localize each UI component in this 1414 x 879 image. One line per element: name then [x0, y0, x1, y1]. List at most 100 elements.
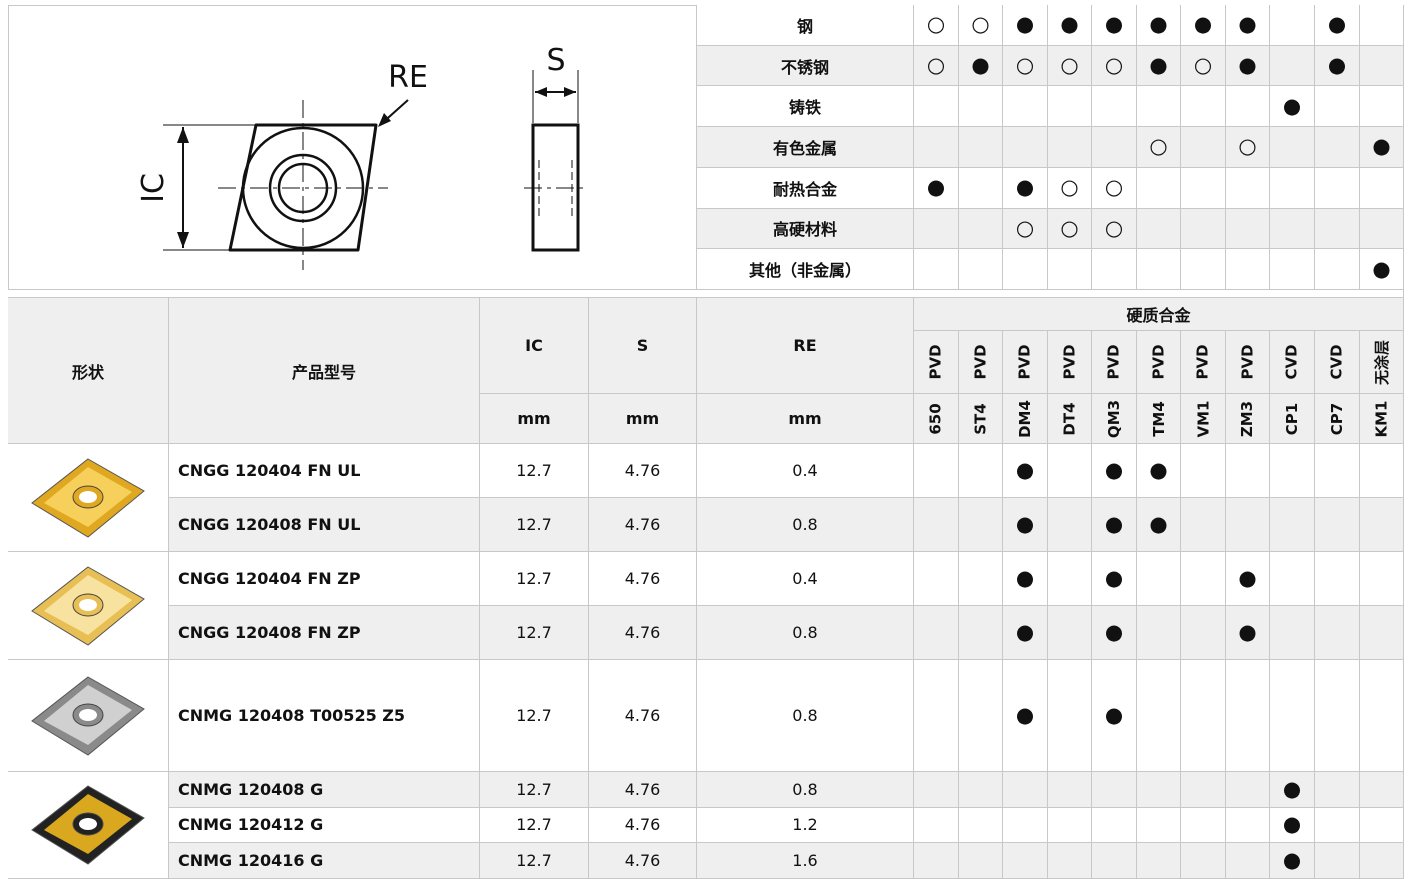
grade-mark: [1092, 843, 1137, 879]
product-re: 0.8: [697, 660, 914, 772]
product-ic-text: 12.7: [516, 779, 552, 799]
grade-mark-text: ●: [1015, 458, 1035, 482]
grade-mark: [1315, 498, 1360, 552]
header-coating: PVD: [959, 331, 1003, 394]
material-mark-text: ○: [1104, 215, 1124, 240]
product-model-text: CNMG 120416 G: [178, 851, 324, 871]
material-mark: [1270, 167, 1315, 209]
header-grade: QM3: [1092, 394, 1137, 444]
header-ic: IC: [480, 298, 589, 394]
material-mark: [1003, 86, 1048, 128]
grade-mark: ●: [1003, 606, 1048, 660]
grade-mark: [1270, 606, 1315, 660]
material-mark: [959, 127, 1003, 168]
product-ic: 12.7: [480, 772, 589, 808]
material-name-text: 其他（非金属）: [748, 261, 861, 281]
header-gap: [8, 290, 1404, 298]
material-mark-text: ○: [1015, 215, 1035, 240]
product-s: 4.76: [589, 772, 697, 808]
header-group-text: 硬质合金: [1126, 306, 1191, 325]
material-mark-text: ○: [1060, 53, 1079, 78]
grade-mark: ●: [1270, 843, 1315, 879]
material-name: 耐热合金: [697, 167, 914, 209]
grade-mark: [1048, 843, 1092, 879]
product-re-text: 0.8: [792, 515, 818, 534]
product-ic-text: 12.7: [516, 706, 552, 725]
material-mark: [1315, 86, 1360, 128]
grade-mark: [1048, 807, 1092, 844]
material-mark-text: ●: [1238, 53, 1257, 78]
product-ic: 12.7: [480, 606, 589, 660]
material-mark: ●: [1270, 86, 1315, 128]
material-mark: ●: [1003, 167, 1048, 209]
grade-mark: [959, 807, 1003, 844]
grade-mark: [959, 498, 1003, 552]
header-grade: TM4: [1137, 394, 1181, 444]
product-model-text: CNMG 120408 G: [178, 779, 324, 799]
grade-mark: [1226, 444, 1270, 498]
grade-mark: [914, 660, 959, 772]
material-mark: [1092, 127, 1137, 168]
material-mark-text: ●: [1193, 12, 1213, 37]
product-ic: 12.7: [480, 807, 589, 844]
grade-mark-text: ●: [1238, 566, 1257, 590]
material-mark: [1137, 249, 1181, 290]
header-coating-text: PVD: [1238, 344, 1257, 380]
material-mark: ○: [1003, 45, 1048, 87]
material-mark-text: ●: [1282, 93, 1302, 118]
material-mark: [959, 208, 1003, 250]
grade-mark: ●: [1270, 807, 1315, 844]
grade-mark-text: ●: [1104, 620, 1124, 644]
material-mark: ●: [1360, 127, 1404, 168]
grade-mark: [1181, 660, 1226, 772]
grade-mark: [1315, 807, 1360, 844]
material-mark: ○: [1048, 45, 1092, 87]
material-mark: [1048, 86, 1092, 128]
material-name-text: 有色金属: [772, 138, 837, 158]
material-mark: [1003, 249, 1048, 290]
grade-mark: [1226, 660, 1270, 772]
header-coating-text: PVD: [1016, 344, 1034, 380]
grade-mark-text: ●: [1149, 512, 1168, 536]
material-name-text: 铸铁: [788, 98, 821, 118]
grade-mark: ●: [1137, 498, 1181, 552]
grade-mark: [1048, 772, 1092, 808]
material-mark: ●: [1003, 5, 1048, 46]
header-coating-text: CVD: [1282, 344, 1301, 380]
material-mark: [959, 86, 1003, 128]
material-mark-text: ○: [1015, 53, 1035, 78]
grade-mark: ●: [1137, 444, 1181, 498]
product-s: 4.76: [589, 444, 697, 498]
grade-mark: [1092, 772, 1137, 808]
product-model: CNGG 120404 FN ZP: [169, 552, 480, 606]
material-mark: [1181, 208, 1226, 250]
grade-mark: [1181, 498, 1226, 552]
grade-mark: [1048, 660, 1092, 772]
header-grade-text: DM4: [1015, 399, 1034, 438]
material-mark-text: ○: [926, 53, 946, 78]
grade-mark-text: ●: [1104, 512, 1124, 536]
product-s-text: 4.76: [624, 461, 661, 480]
product-re-text: 0.8: [792, 706, 818, 725]
grade-mark: [914, 444, 959, 498]
header-re: RE: [697, 298, 914, 394]
material-name: 不锈钢: [697, 45, 914, 87]
insert-image: [31, 565, 145, 646]
grade-mark: [914, 498, 959, 552]
header-coating-text: PVD: [971, 344, 990, 380]
product-s: 4.76: [589, 606, 697, 660]
grade-mark-text: ●: [1015, 512, 1035, 536]
material-mark: [1360, 86, 1404, 128]
material-mark: [1315, 127, 1360, 168]
grade-mark: [1315, 843, 1360, 879]
material-mark: [1226, 86, 1270, 128]
header-coating-text: PVD: [1149, 344, 1168, 380]
grade-mark: [1360, 498, 1404, 552]
grade-mark: [1137, 772, 1181, 808]
grade-mark: [1137, 606, 1181, 660]
grade-mark: [1226, 807, 1270, 844]
grade-mark: [1137, 552, 1181, 606]
header-grade: VM1: [1181, 394, 1226, 444]
grade-mark: [959, 606, 1003, 660]
